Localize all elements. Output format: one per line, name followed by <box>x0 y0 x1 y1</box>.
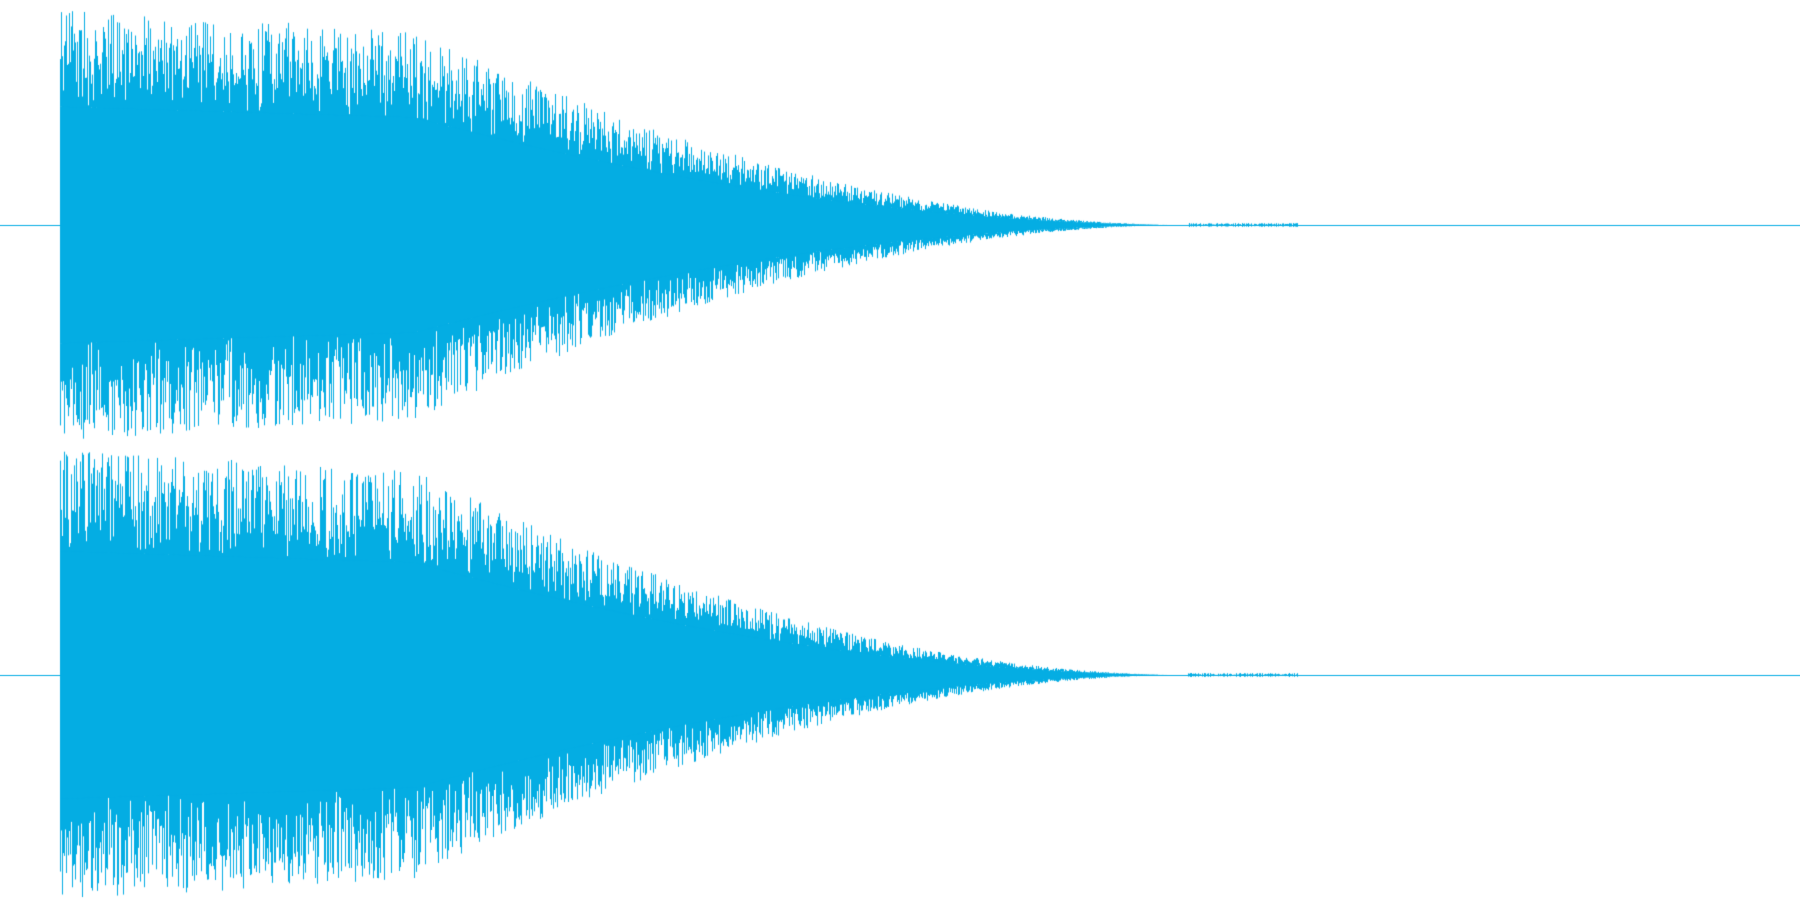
audio-waveform-canvas[interactable] <box>0 0 1800 900</box>
